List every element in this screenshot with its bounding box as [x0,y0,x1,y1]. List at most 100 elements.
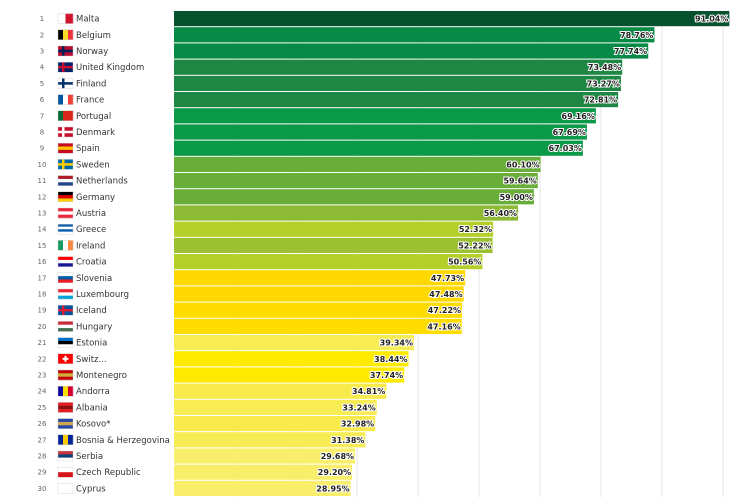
rank-label: 3 [40,48,44,56]
bar [174,173,538,189]
country-label: Malta [76,15,99,25]
chart-row: 9 Spain 67.03% [40,140,583,156]
value-label: 59.00% [500,193,533,202]
chart-row: 26 Kosovo* 32.98% [38,416,375,432]
value-label: 29.20% [318,468,351,477]
country-label: Andorra [76,387,110,397]
bar [174,108,596,124]
country-label: Kosovo* [76,420,110,430]
flag-icon [57,272,74,283]
flag-icon [57,369,74,381]
value-label: 59.64% [503,177,536,186]
rank-label: 4 [40,64,45,72]
bar [174,75,621,91]
value-label: 47.22% [428,306,461,315]
rank-label: 16 [38,258,47,266]
chart-row: 21 Estonia 39.34% [38,335,414,351]
bar [174,383,387,399]
value-label: 47.73% [431,274,464,283]
value-label: 60.10% [506,160,539,169]
value-label: 69.16% [562,112,595,121]
country-label: Czech Republic [76,468,141,478]
chart-row: 25 Albania 33.24% [38,399,377,415]
bar [174,302,463,318]
flag-icon [57,386,74,397]
rank-label: 21 [38,339,47,347]
chart-row: 16 Croatia 50.56% [38,254,483,270]
chart-row: 10 Sweden 60.10% [38,156,541,172]
bar [174,254,483,270]
value-label: 38.44% [374,355,407,364]
country-label: Belgium [76,31,111,41]
value-label: 52.22% [458,241,491,250]
flag-icon [57,29,74,40]
chart-row: 7 Portugal 69.16% [40,108,596,124]
country-label: Slovenia [76,274,112,284]
value-label: 91.04% [695,15,728,24]
chart-row: 3 Norway 77.74% [40,43,649,59]
value-label: 33.24% [342,403,375,412]
value-label: 29.68% [321,452,354,461]
bar [174,189,534,205]
value-label: 52.32% [459,225,492,234]
bar [174,156,541,172]
flag-icon [57,223,74,235]
value-label: 34.81% [352,387,385,396]
bar [174,205,519,221]
chart-row: 15 Ireland 52.22% [38,237,493,253]
value-label: 28.95% [316,484,349,493]
flag-icon [57,78,74,89]
flag-icon [57,467,74,478]
chart-row: 30 Cyprus 28.95% [38,480,351,496]
rank-label: 7 [40,112,44,120]
rank-label: 19 [38,307,47,315]
value-label: 32.98% [341,420,374,429]
country-label: Bosnia & Herzegovina [76,436,170,446]
flag-icon [57,126,74,138]
value-label: 77.74% [614,47,647,56]
bar [174,237,493,253]
country-label: Greece [76,225,106,235]
flag-icon [57,337,74,348]
country-label: United Kingdom [76,63,144,73]
rank-label: 13 [38,210,47,218]
rank-label: 25 [38,404,47,412]
bar [174,27,655,43]
flag-icon [57,402,74,413]
rank-label: 22 [38,355,47,363]
bar [174,399,377,415]
country-label: Estonia [76,339,107,349]
rank-label: 28 [38,453,47,461]
flag-icon [57,240,74,251]
bar [174,59,623,75]
flag-icon [57,483,74,494]
country-label: France [76,96,104,106]
rank-label: 11 [38,177,47,185]
country-label: Croatia [76,258,107,268]
chart-row: 2 Belgium 78.76% [40,27,655,43]
country-label: Albania [76,403,108,413]
rank-label: 30 [38,485,47,493]
flag-icon [57,305,74,316]
value-label: 72.81% [584,96,617,105]
country-label: Portugal [76,112,111,122]
flag-icon [57,94,74,105]
country-label: Ireland [76,241,105,251]
rank-label: 17 [38,274,47,282]
country-label: Austria [76,209,106,219]
country-label: Germany [76,193,115,203]
country-label: Switz... [76,355,107,365]
flag-icon [57,191,74,203]
value-label: 67.03% [549,144,582,153]
flag-icon [57,207,74,219]
bar [174,43,649,59]
flag-icon [57,110,74,122]
chart-row: 18 Luxembourg 47.48% [38,286,464,302]
rank-label: 2 [40,31,44,39]
chart-row: 20 Hungary 47.16% [38,318,462,334]
flag-icon [57,450,74,462]
flag-icon [57,62,74,73]
chart-row: 5 Finland 73.27% [40,75,621,91]
value-label: 73.27% [587,79,620,88]
